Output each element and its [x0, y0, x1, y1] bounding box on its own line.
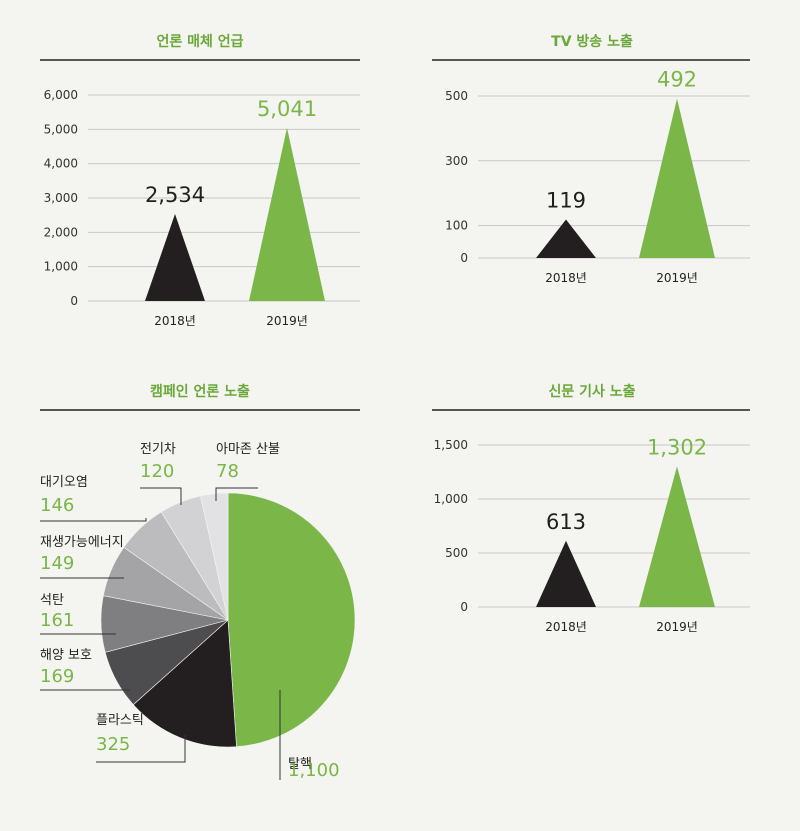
- chart-tv-exposure-y-tick-label: 100: [445, 219, 468, 233]
- chart-media-mentions-y-tick-label: 2,000: [44, 225, 78, 239]
- chart-media-mentions-y-tick-label: 3,000: [44, 191, 78, 205]
- pie-slice-label-4: 석탄: [40, 593, 64, 608]
- pie-leader-line-7: [140, 487, 182, 505]
- chart-media-mentions-y-tick-label: 4,000: [44, 157, 78, 171]
- pie-leader-line-8: [215, 487, 258, 501]
- chart-tv-exposure-y-ticks: 0 100 300 500: [445, 89, 468, 265]
- chart-media-mentions-y-tick-label: 5,000: [44, 122, 78, 136]
- chart-media-mentions-x-labels: 2018년 2019년: [154, 314, 308, 328]
- pie-slice-value-2: 325: [96, 734, 130, 755]
- pie-slice-label-8: 아마존 산불: [216, 442, 280, 457]
- chart-media-mentions-y-tick-label: 6,000: [44, 88, 78, 102]
- chart-media-mentions-y-tick-label: 1,000: [44, 260, 78, 274]
- chart-tv-exposure-title: TV 방송 노출: [551, 33, 633, 50]
- chart-media-mentions-value-label-2018: 2,534: [145, 183, 205, 207]
- pie-slice-value-5: 149: [40, 553, 74, 574]
- chart-newspaper-exposure-title: 신문 기사 노출: [548, 383, 635, 400]
- chart-media-mentions-x-label-2019: 2019년: [266, 314, 308, 328]
- chart-tv-exposure-x-label-2019: 2019년: [656, 271, 698, 285]
- pie-slice-value-4: 161: [40, 610, 74, 631]
- chart-newspaper-exposure-bar-2019: [639, 466, 715, 607]
- pie-slice-2: [132, 619, 237, 748]
- chart-campaign-exposure-labels: 탈핵1,100 플라스틱 325 해양 보호 169 석탄 161 재생가능에너지 149 대기오…: [40, 442, 340, 781]
- chart-newspaper-exposure-value-label-2019: 1,302: [647, 435, 707, 459]
- chart-newspaper-exposure-x-labels: 2018년 2019년: [545, 620, 698, 634]
- chart-tv-exposure-x-labels: 2018년 2019년: [545, 271, 698, 285]
- chart-campaign-exposure: 캠페인 언론 노출 탈핵1,100 플라스틱 325 해양 보호 169 석탄 161 재생가…: [40, 383, 360, 781]
- chart-tv-exposure-y-tick-label: 300: [445, 154, 468, 168]
- chart-newspaper-exposure-y-ticks: 0 500 1,000 1,500: [434, 438, 468, 614]
- pie-leader-line-2: [96, 735, 186, 763]
- chart-newspaper-exposure-y-tick-label: 1,500: [434, 438, 468, 452]
- pie-slice-value-3: 169: [40, 666, 74, 687]
- pie-slice-value-6: 146: [40, 495, 74, 516]
- chart-tv-exposure-y-tick-label: 0: [460, 251, 468, 265]
- chart-media-mentions-y-tick-label: 0: [70, 294, 78, 308]
- chart-tv-exposure-y-tick-label: 500: [445, 89, 468, 103]
- chart-newspaper-exposure-x-label-2019: 2019년: [656, 620, 698, 634]
- chart-tv-exposure-marks: 119 492: [536, 68, 715, 258]
- pie-slice-label-1: 탈핵: [288, 757, 312, 772]
- pie-slice-1: [227, 492, 356, 748]
- chart-tv-exposure-value-label-2018: 119: [546, 188, 586, 212]
- pie-slice-label-3: 해양 보호: [40, 648, 92, 663]
- pie-slice-value-1: 1,100: [288, 760, 340, 781]
- chart-newspaper-exposure-y-tick-label: 0: [460, 600, 468, 614]
- chart-media-mentions-grid: [88, 94, 360, 302]
- pie-leader-line-6: [40, 518, 147, 522]
- pie-slice-label-2: 플라스틱: [96, 713, 144, 728]
- pie-slice-value-8: 78: [216, 461, 239, 482]
- pie-slice-label-6: 대기오염: [40, 475, 88, 490]
- pie-slice-label-7: 전기차: [140, 442, 176, 457]
- chart-campaign-exposure-title: 캠페인 언론 노출: [150, 383, 250, 400]
- chart-tv-exposure-value-label-2019: 492: [657, 68, 697, 92]
- chart-tv-exposure-bar-2018: [536, 219, 596, 258]
- chart-media-mentions-marks: 2,534 5,041: [145, 97, 325, 302]
- chart-media-mentions: 언론 매체 언급 0 1,000 2,000 3,000 4,000 5,000 6,000…: [40, 33, 360, 328]
- chart-media-mentions-x-label-2018: 2018년: [154, 314, 196, 328]
- chart-media-mentions-bar-2019: [249, 127, 325, 302]
- chart-campaign-exposure-leaders: [40, 487, 281, 780]
- chart-newspaper-exposure-x-label-2018: 2018년: [545, 620, 587, 634]
- chart-newspaper-exposure-y-tick-label: 1,000: [434, 492, 468, 506]
- chart-campaign-exposure-slices: [100, 492, 356, 748]
- chart-media-mentions-value-label-2019: 5,041: [257, 97, 317, 121]
- chart-newspaper-exposure-grid: [478, 444, 750, 608]
- chart-newspaper-exposure-bar-2018: [536, 540, 596, 607]
- chart-media-mentions-bar-2018: [145, 213, 205, 301]
- pie-slice-8: [200, 492, 229, 621]
- pie-slice-value-7: 120: [140, 461, 174, 482]
- chart-media-mentions-title: 언론 매체 언급: [156, 33, 243, 50]
- chart-newspaper-exposure-y-tick-label: 500: [445, 546, 468, 560]
- chart-media-mentions-y-ticks: 0 1,000 2,000 3,000 4,000 5,000 6,000: [44, 88, 78, 308]
- chart-newspaper-exposure-marks: 613 1,302: [536, 435, 715, 607]
- chart-newspaper-exposure-value-label-2018: 613: [546, 510, 586, 534]
- chart-tv-exposure: TV 방송 노출 0 100 300 500 119 492 2018년 2019년: [432, 33, 750, 285]
- pie-slice-label-5: 재생가능에너지: [40, 535, 124, 550]
- chart-tv-exposure-x-label-2018: 2018년: [545, 271, 587, 285]
- chart-tv-exposure-bar-2019: [639, 98, 715, 258]
